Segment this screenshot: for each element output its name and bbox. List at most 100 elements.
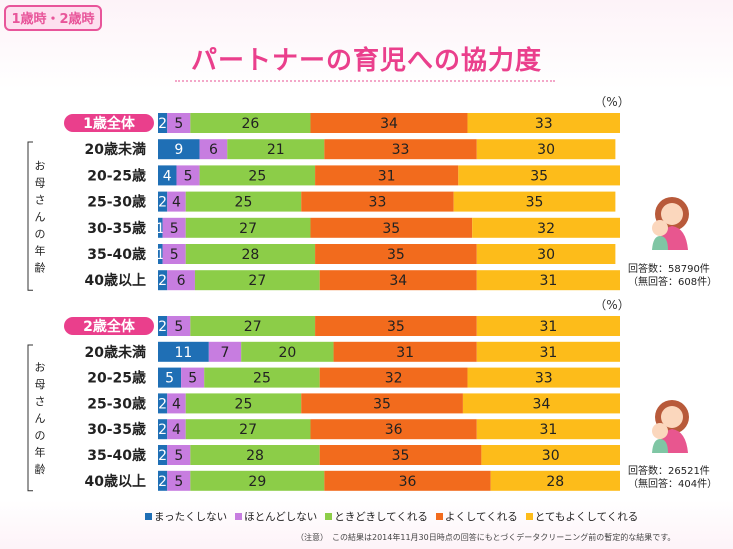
bar-segment (158, 316, 168, 336)
bar-segment (158, 244, 163, 264)
data-label: 28 (241, 247, 259, 263)
data-label: 27 (248, 273, 266, 289)
data-label: 28 (546, 474, 564, 490)
data-label: 2 (158, 422, 167, 438)
data-label: 7 (221, 345, 230, 361)
data-label: 31 (378, 168, 396, 184)
legend-swatch (525, 513, 533, 520)
mother-child-illustration (652, 400, 689, 453)
side-label-char: 齢 (35, 260, 46, 274)
bar-segment (476, 244, 616, 264)
bar-segment (190, 445, 320, 465)
data-label: 2 (158, 273, 167, 289)
legend-swatch (325, 513, 333, 520)
data-label: 33 (369, 195, 387, 211)
respondents-missing: （無回答：608件） (628, 277, 718, 288)
legend-swatch (435, 513, 443, 520)
bar-segment (227, 139, 325, 160)
legend-item: まったくしない (145, 509, 227, 524)
data-label: 34 (389, 273, 407, 289)
data-label: 33 (535, 371, 553, 387)
category-label: 2歳全体 (83, 318, 136, 335)
bar-segment (158, 113, 168, 133)
bar-segment (185, 217, 311, 238)
bar-segment (158, 139, 200, 160)
category-badge (64, 114, 154, 132)
bar-segment (167, 445, 191, 465)
section-tag: 1歳時・2歳時 (4, 5, 102, 31)
bar-segment (199, 139, 228, 160)
side-label-char: ん (35, 210, 46, 223)
bar-segment (476, 419, 620, 440)
bar-segment (162, 244, 186, 264)
bar-segment (301, 191, 454, 212)
bar-segment (301, 393, 463, 414)
respondents-2: 回答数：26521件 （無回答：404件） (628, 465, 717, 491)
side-label-char: さ (35, 395, 46, 408)
data-label: 31 (539, 345, 557, 361)
data-label: 31 (539, 319, 557, 335)
category-label: 20-25歳 (87, 370, 146, 387)
side-label-char: 年 (35, 243, 46, 257)
respondents-count: 回答数：58790件 (628, 264, 710, 275)
side-label-char: ん (35, 412, 46, 425)
data-label: 20 (278, 345, 296, 361)
data-label: 27 (239, 221, 257, 237)
data-label: 27 (244, 319, 262, 335)
data-label: 35 (373, 396, 391, 412)
bar-segment (158, 470, 168, 491)
bar-segment (481, 445, 620, 465)
side-label-char: さ (35, 193, 46, 206)
data-label: 36 (399, 474, 417, 490)
bar-segment (167, 191, 186, 212)
data-label: 5 (165, 371, 174, 387)
data-label: 2 (158, 396, 167, 412)
side-label-char: 齢 (35, 462, 46, 476)
legend-item: ときどきしてくれる (325, 509, 428, 524)
data-label: 2 (158, 116, 167, 132)
bar-segment (185, 244, 316, 264)
data-label: 4 (172, 396, 181, 412)
category-label: 40歳以上 (85, 272, 146, 289)
bar-segment (176, 165, 200, 186)
data-label: 27 (239, 422, 257, 438)
side-label-char: 母 (35, 176, 46, 189)
bar-segment (324, 139, 477, 160)
bar-segment (333, 341, 477, 362)
data-label: 5 (174, 116, 183, 132)
bar-segment (190, 470, 325, 491)
bar-segment (167, 113, 191, 133)
bar-segment (476, 139, 616, 160)
footnote: （注意） この結果は2014年11月30日時点の回答にもとづくデータクリーニング… (296, 533, 676, 542)
data-label: 35 (526, 195, 544, 211)
mother-child-illustration (652, 197, 689, 250)
legend-label: ときどきしてくれる (334, 511, 428, 523)
bar-segment (315, 316, 477, 336)
bar-segment (476, 316, 620, 336)
bar-segment (167, 419, 186, 440)
data-label: 35 (392, 448, 410, 464)
data-label: 5 (170, 221, 179, 237)
legend-label: まったくしない (154, 511, 228, 523)
bar-segment (185, 419, 311, 440)
bar-segment (462, 393, 620, 414)
bar-segment (185, 191, 302, 212)
data-label: 31 (539, 422, 557, 438)
data-label: 35 (387, 319, 405, 335)
bar-segment (190, 113, 311, 133)
side-bracket (27, 141, 33, 291)
category-label: 20歳未満 (85, 141, 146, 158)
bar-segment (167, 393, 186, 414)
bar-segment (467, 113, 620, 133)
data-label: 33 (535, 116, 553, 132)
data-label: 25 (248, 168, 266, 184)
data-label: 30 (537, 142, 555, 158)
data-label: 28 (246, 448, 264, 464)
respondents-count: 回答数：26521件 (628, 466, 710, 477)
bar-segment (490, 470, 620, 491)
data-label: 11 (174, 345, 192, 361)
data-label: 25 (253, 371, 271, 387)
bar-segment (167, 470, 191, 491)
data-label: 29 (248, 474, 266, 490)
